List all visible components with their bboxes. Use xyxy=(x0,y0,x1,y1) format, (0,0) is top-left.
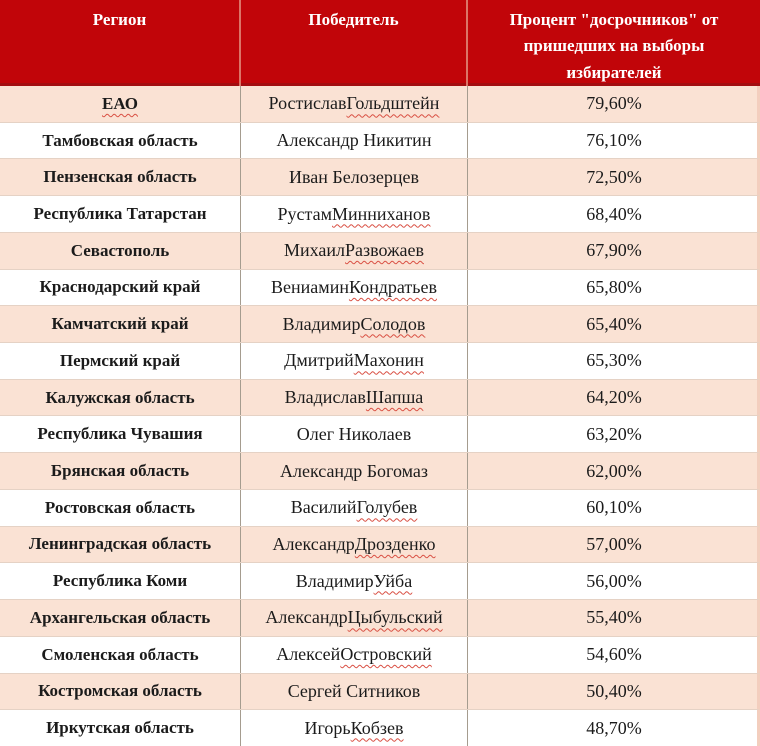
table-row: Смоленская область Алексей Островский 54,6… xyxy=(0,635,760,673)
table-row: Ростовская область Василий Голубев 60,10% xyxy=(0,488,760,526)
table-row: Пензенская область Иван Белозерцев 72,50% xyxy=(0,158,760,196)
region-cell: Архангельская область xyxy=(0,600,241,636)
winner-cell: Алексей Островский xyxy=(241,636,468,673)
percent-cell: 72,50% xyxy=(586,166,642,187)
winner-cell: Дмитрий Махонин xyxy=(241,343,468,379)
spellcheck-underline: Уйба xyxy=(373,570,413,591)
spellcheck-underline: Голубев xyxy=(356,497,418,518)
percent-cell: 55,40% xyxy=(586,607,642,628)
spellcheck-underline: Кобзев xyxy=(350,717,404,738)
region-cell: Пензенская область xyxy=(0,159,241,196)
header-region: Регион xyxy=(0,0,241,87)
region-cell: Севастополь xyxy=(0,232,241,269)
region-cell: Костромская область xyxy=(0,673,241,710)
percent-cell: 56,00% xyxy=(586,570,642,591)
spellcheck-underline: Шапша xyxy=(365,387,424,408)
winner-cell: Олег Николаев xyxy=(241,416,468,453)
percent-cell: 68,40% xyxy=(586,203,642,224)
percent-cell: 76,10% xyxy=(586,130,642,151)
spellcheck-underline: Минниханов xyxy=(332,203,431,224)
winner-cell: Александр Никитин xyxy=(241,122,468,159)
region-cell: ЕАО xyxy=(0,86,241,122)
header-winner: Победитель xyxy=(241,0,468,87)
table-row: Тамбовская область Александр Никитин 76,10… xyxy=(0,121,760,159)
table-row: Брянская область Александр Богомаз 62,00% xyxy=(0,452,760,489)
table-row: Калужская область Владислав Шапша 64,20% xyxy=(0,378,760,416)
winner-cell: Вениамин Кондратьев xyxy=(241,269,468,306)
percent-cell: 60,10% xyxy=(586,497,642,518)
region-cell: Ленинградская область xyxy=(0,526,241,563)
winner-cell: Владислав Шапша xyxy=(241,379,468,416)
spellcheck-underline: Солодов xyxy=(360,313,426,334)
percent-cell: 54,60% xyxy=(586,644,642,665)
winner-cell: Иван Белозерцев xyxy=(241,159,468,196)
spellcheck-underline: Кондратьев xyxy=(348,276,437,297)
table-row: Республика Коми Владимир Уйба 56,00% xyxy=(0,562,760,600)
table-row: Пермский край Дмитрий Махонин 65,30% xyxy=(0,342,760,379)
spellcheck-underline: Дрозденко xyxy=(354,533,436,554)
winner-cell: Александр Богомаз xyxy=(241,453,468,489)
table-row: Иркутская область Игорь Кобзев 48,70% xyxy=(0,709,760,746)
spellcheck-underline: Махонин xyxy=(353,350,424,371)
percent-cell: 50,40% xyxy=(586,680,642,701)
region-cell: Республика Коми xyxy=(0,563,241,600)
region-cell: Иркутская область xyxy=(0,710,241,746)
region-cell: Тамбовская область xyxy=(0,122,241,159)
winner-cell: Михаил Развожаев xyxy=(241,232,468,269)
percent-cell: 48,70% xyxy=(586,717,642,738)
spellcheck-underline: Гольдштейн xyxy=(346,93,440,114)
winner-cell: Сергей Ситников xyxy=(241,673,468,710)
winner-cell: Ростислав Гольдштейн xyxy=(241,86,468,122)
region-cell: Смоленская область xyxy=(0,636,241,673)
spellcheck-underline: ЕАО xyxy=(102,93,138,113)
table-row: Архангельская область Александр Цыбульски… xyxy=(0,599,760,636)
percent-cell: 79,60% xyxy=(586,93,642,114)
region-cell: Республика Чувашия xyxy=(0,416,241,453)
winner-cell: Александр Дрозденко xyxy=(241,526,468,563)
table-row: Краснодарский край Вениамин Кондратьев 65,… xyxy=(0,268,760,306)
table-body: ЕАО Ростислав Гольдштейн 79,60% Тамбовская … xyxy=(0,86,760,746)
region-cell: Республика Татарстан xyxy=(0,196,241,232)
table-row: Республика Татарстан Рустам Минниханов 68,… xyxy=(0,195,760,232)
region-cell: Ростовская область xyxy=(0,489,241,526)
spellcheck-underline: Развожаев xyxy=(345,240,424,261)
percent-cell: 64,20% xyxy=(586,387,642,408)
region-cell: Пермский край xyxy=(0,343,241,379)
header-early-voter-percent: Процент "досрочников" от пришедших на вы… xyxy=(509,10,719,82)
winner-cell: Игорь Кобзев xyxy=(241,710,468,746)
percent-cell: 67,90% xyxy=(586,240,642,261)
percent-cell: 65,80% xyxy=(586,276,642,297)
spellcheck-underline: Цыбульский xyxy=(347,607,443,628)
winner-cell: Василий Голубев xyxy=(241,489,468,526)
table-row: Республика Чувашия Олег Николаев 63,20% xyxy=(0,415,760,453)
winner-cell: Рустам Минниханов xyxy=(241,196,468,232)
percent-cell: 63,20% xyxy=(586,423,642,444)
winner-cell: Александр Цыбульский xyxy=(241,600,468,636)
percent-cell: 57,00% xyxy=(586,533,642,554)
percent-cell: 65,40% xyxy=(586,313,642,334)
winner-cell: Владимир Солодов xyxy=(241,306,468,343)
table-row: Костромская область Сергей Ситников 50,40% xyxy=(0,672,760,710)
spellcheck-underline: Островский xyxy=(340,644,432,665)
percent-cell: 62,00% xyxy=(586,460,642,481)
table-row: ЕАО Ростислав Гольдштейн 79,60% xyxy=(0,86,760,122)
table-header-row: Регион Победитель Процент "досрочников" … xyxy=(0,0,760,87)
table-row: Севастополь Михаил Развожаев 67,90% xyxy=(0,231,760,269)
winner-cell: Владимир Уйба xyxy=(241,563,468,600)
table-row: Ленинградская область Александр Дрозденко… xyxy=(0,525,760,563)
region-cell: Брянская область xyxy=(0,453,241,489)
region-cell: Краснодарский край xyxy=(0,269,241,306)
percent-cell: 65,30% xyxy=(586,350,642,371)
table-row: Камчатский край Владимир Солодов 65,40% xyxy=(0,305,760,343)
region-cell: Калужская область xyxy=(0,379,241,416)
region-cell: Камчатский край xyxy=(0,306,241,343)
